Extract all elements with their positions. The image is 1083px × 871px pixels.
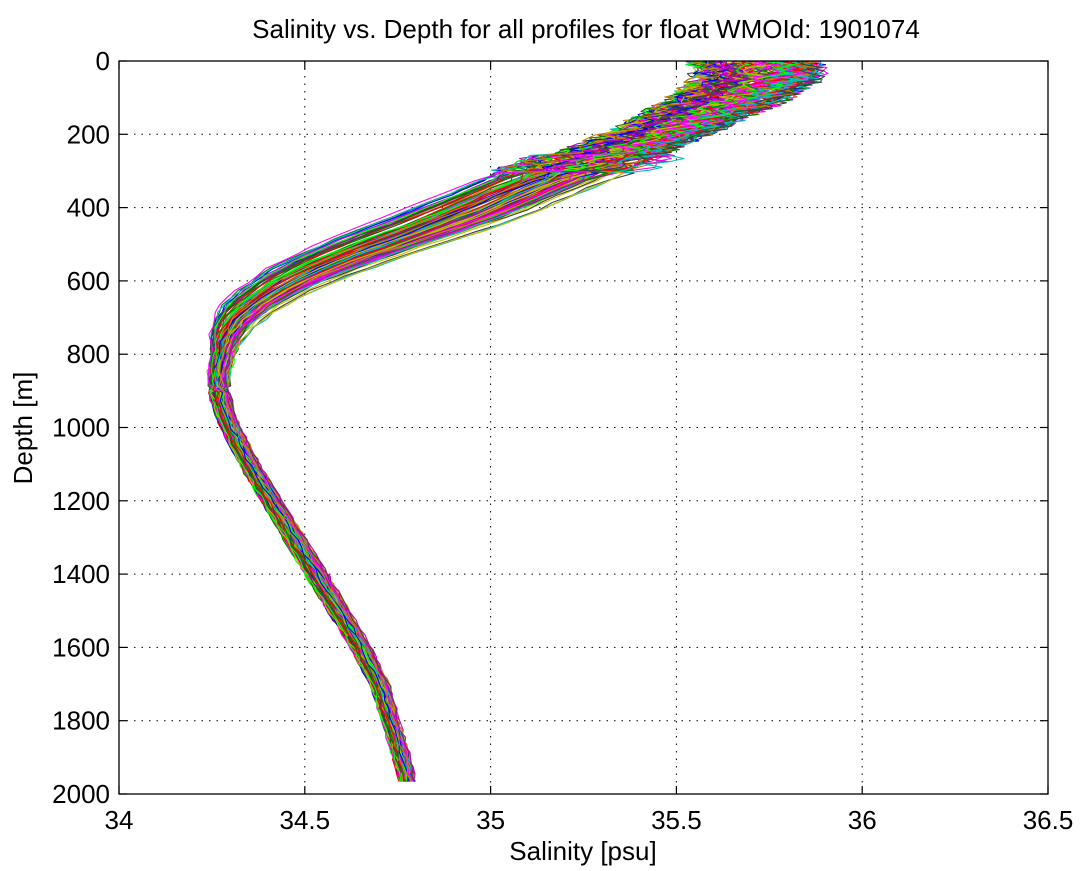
profile-line xyxy=(208,61,826,782)
profile-line xyxy=(223,61,735,775)
y-tick-label: 800 xyxy=(67,339,110,369)
x-tick-label: 34.5 xyxy=(279,805,330,835)
x-tick-label: 35.5 xyxy=(651,805,702,835)
x-tick-labels: 34 34.5 35 35.5 36 36.5 xyxy=(105,805,1074,835)
x-tick-label: 34 xyxy=(105,805,134,835)
x-tick-label: 36.5 xyxy=(1023,805,1074,835)
profile-series xyxy=(206,61,829,782)
y-tick-label: 2000 xyxy=(52,779,110,809)
profile-line xyxy=(218,61,720,782)
y-tick-label: 1800 xyxy=(52,706,110,736)
y-tick-labels: 0 200 400 600 800 1000 1200 1400 1600 1800 2000 xyxy=(52,46,110,809)
axis-ticks xyxy=(118,60,1049,795)
profile-line xyxy=(216,61,786,782)
y-tick-label: 600 xyxy=(67,266,110,296)
profile-line xyxy=(211,61,727,782)
y-tick-label: 1200 xyxy=(52,486,110,516)
y-tick-label: 0 xyxy=(96,46,110,76)
profile-line xyxy=(208,61,805,782)
x-tick-label: 35 xyxy=(476,805,505,835)
y-tick-label: 1000 xyxy=(52,413,110,443)
x-axis-label: Salinity [psu] xyxy=(509,836,656,866)
y-axis-label: Depth [m] xyxy=(8,372,38,485)
profile-line xyxy=(210,61,791,782)
profile-line xyxy=(209,61,775,782)
y-tick-label: 1600 xyxy=(52,632,110,662)
x-tick-label: 36 xyxy=(848,805,877,835)
y-tick-label: 1400 xyxy=(52,559,110,589)
profile-line xyxy=(207,61,781,782)
y-tick-label: 200 xyxy=(67,119,110,149)
chart-title: Salinity vs. Depth for all profiles for … xyxy=(252,14,920,44)
y-tick-label: 400 xyxy=(67,193,110,223)
profile-line xyxy=(209,61,796,782)
profile-line xyxy=(209,61,734,782)
